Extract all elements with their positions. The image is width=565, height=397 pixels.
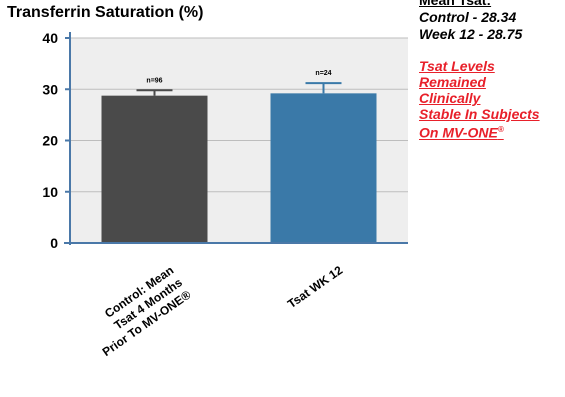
callout-line: Tsat Levels [419,58,495,74]
y-tick-label: 20 [42,133,58,149]
mean-control-line: Control - 28.34 [419,9,517,25]
y-tick-label: 0 [50,235,58,251]
y-tick-label: 10 [42,184,58,200]
chart-title: Transferrin Saturation (%) [7,4,204,21]
callout-note: Tsat Levels Remained Clinically Stable I… [419,58,565,141]
registered-mark: ® [497,125,504,134]
callout-line-last: On MV-ONE® [419,122,565,141]
callout-line: On MV-ONE [419,124,498,141]
mean-tsat-heading: Mean Tsat: [419,0,492,8]
y-tick-label: 40 [42,30,58,46]
y-tick-label: 30 [42,81,58,97]
bar-n-label: n=96 [146,77,162,84]
mean-week12-line: Week 12 - 28.75 [419,26,523,42]
x-tick-label: Tsat WK 12 [285,263,346,311]
bar-n-label: n=24 [315,70,331,77]
callout-line: Stable In Subjects [419,106,540,122]
callout-line: Clinically [419,90,481,106]
x-tick-label-line: Tsat WK 12 [285,263,346,311]
bar [101,95,208,243]
bar [270,93,377,243]
side-notes: Mean Tsat: Control - 28.34 Week 12 - 28.… [419,0,565,141]
callout-line: Remained [419,74,486,90]
